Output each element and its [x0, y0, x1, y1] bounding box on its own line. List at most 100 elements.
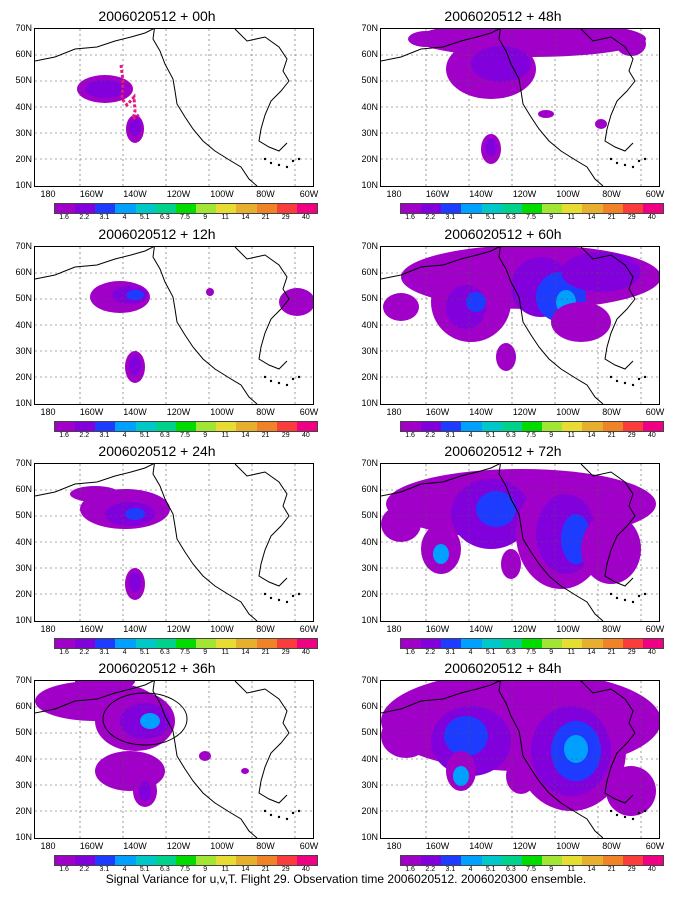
latitude-label: 60N — [361, 484, 378, 495]
latitude-label: 10N — [361, 615, 378, 625]
coastline — [381, 29, 501, 62]
longitude-label: 180 — [386, 407, 402, 417]
colorbar-swatch — [542, 422, 563, 431]
colorbar-tick-label: 5.1 — [139, 214, 150, 221]
map-plot-area — [34, 28, 314, 187]
colorbar-swatch — [622, 422, 643, 431]
colorbar-tick-label: 21 — [607, 214, 616, 221]
latitude-label: 50N — [361, 510, 378, 521]
latitude-label: 20N — [361, 371, 378, 382]
longitude-label: 80W — [602, 841, 621, 851]
coastline — [234, 29, 290, 152]
island — [637, 594, 641, 598]
island — [643, 592, 647, 596]
colorbar-tick-label: 11 — [221, 649, 229, 656]
coastline — [381, 247, 501, 280]
island — [285, 165, 289, 169]
variance-contour — [139, 781, 151, 801]
colorbar-tick-label: 4 — [122, 649, 127, 656]
coastline — [35, 247, 155, 280]
latitude-label: 60N — [15, 267, 32, 278]
colorbar-swatch — [75, 639, 96, 648]
longitude-label: 180 — [40, 624, 56, 634]
colorbar-swatch — [441, 422, 462, 431]
colorbar-tick-label: 2.2 — [425, 432, 436, 439]
colorbar-tick-label: 3.1 — [445, 432, 456, 439]
variance-contour — [70, 486, 120, 502]
longitude-label: 120W — [166, 624, 191, 634]
island — [631, 383, 635, 387]
colorbar-tick-label: 7.5 — [526, 649, 536, 656]
coastline — [381, 464, 501, 497]
map-panel: 2006020512 + 24h 70N 60N 50N 40N 30N 20N 10N 180… — [2, 443, 332, 658]
longitude-label: 100W — [210, 841, 234, 851]
colorbar-swatch — [55, 422, 76, 431]
coastline — [381, 681, 501, 714]
colorbar-tick-label: 11 — [221, 866, 229, 873]
longitude-label: 160W — [425, 624, 450, 634]
variance-contour — [564, 735, 588, 763]
map-plot-area — [380, 246, 660, 405]
colorbar-tick-label: 1.6 — [59, 432, 69, 439]
colorbar-swatch — [155, 204, 176, 213]
latitude-label: 70N — [361, 675, 378, 685]
island — [297, 592, 301, 596]
longitude-label: 60W — [645, 841, 665, 851]
colorbar-tick-label: 1.6 — [405, 866, 415, 873]
variance-contour — [595, 119, 607, 129]
colorbar-tick-label: 9 — [203, 649, 208, 656]
map-svg — [35, 247, 313, 404]
colorbar-swatch — [95, 856, 116, 865]
map-plot-area — [380, 463, 660, 622]
latitude-label: 50N — [15, 510, 32, 521]
island — [263, 592, 267, 596]
longitude-label: 160W — [425, 841, 450, 851]
colorbar-swatch — [501, 422, 522, 431]
colorbar-swatch — [582, 422, 603, 431]
map-svg — [35, 464, 313, 621]
coastline — [498, 464, 604, 621]
colorbar-tick-label: 6.3 — [505, 649, 516, 656]
colorbar — [400, 203, 664, 214]
colorbar-swatch — [276, 204, 297, 213]
latitude-label: 70N — [361, 458, 378, 468]
variance-contour — [125, 508, 145, 520]
latitude-label: 60N — [15, 484, 32, 495]
longitude-label: 80W — [602, 624, 621, 634]
colorbar-tick-label: 7.5 — [180, 214, 190, 221]
colorbar-labels: 1.6 2.2 3.1 4 5.1 6.3 7.5 9 11 14 21 29 40 — [400, 432, 662, 442]
colorbar — [54, 203, 318, 214]
colorbar-tick-label: 1.6 — [59, 214, 69, 221]
colorbar-tick-label: 14 — [241, 432, 250, 439]
island — [291, 811, 295, 815]
latitude-label: 20N — [361, 805, 378, 816]
map-svg — [381, 681, 659, 838]
colorbar-swatch — [501, 856, 522, 865]
colorbar-tick-label: 14 — [241, 214, 250, 221]
colorbar-tick-label: 11 — [567, 432, 575, 439]
colorbar-tick-label: 40 — [302, 649, 310, 656]
colorbar-tick-label: 1.6 — [59, 866, 69, 873]
coastline — [234, 681, 290, 804]
variance-contour — [129, 572, 141, 592]
colorbar-tick-label: 29 — [281, 432, 290, 439]
colorbar-swatch — [562, 422, 583, 431]
longitude-label: 80W — [256, 624, 275, 634]
colorbar-swatch — [622, 639, 643, 648]
colorbar — [400, 638, 664, 649]
variance-contour — [561, 252, 641, 292]
colorbar-swatch — [481, 204, 502, 213]
variance-contour — [85, 80, 125, 98]
colorbar-tick-label: 29 — [627, 432, 636, 439]
map-svg — [381, 247, 659, 404]
colorbar-swatch — [582, 204, 603, 213]
panel-title: 2006020512 + 84h — [444, 660, 562, 676]
colorbar-tick-label: 6.3 — [159, 649, 170, 656]
longitude-label: 100W — [210, 189, 234, 199]
colorbar-tick-label: 9 — [203, 866, 208, 873]
colorbar-tick-label: 1.6 — [405, 432, 415, 439]
latitude-label: 50N — [361, 727, 378, 738]
colorbar-tick-label: 29 — [627, 649, 636, 656]
colorbar-swatch — [95, 422, 116, 431]
variance-contour — [381, 506, 421, 542]
